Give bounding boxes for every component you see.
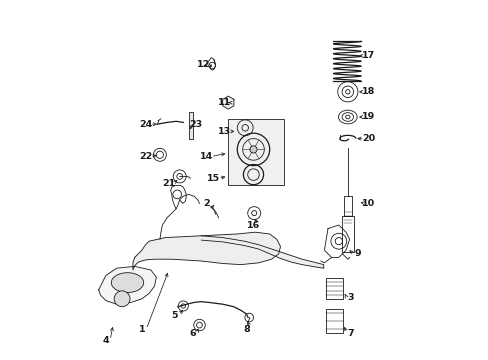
- Ellipse shape: [111, 273, 143, 292]
- Text: 22: 22: [139, 152, 152, 161]
- Text: 24: 24: [139, 120, 152, 129]
- Bar: [325, 278, 342, 299]
- Polygon shape: [222, 96, 233, 109]
- Text: 10: 10: [362, 199, 374, 208]
- Text: 6: 6: [188, 328, 195, 338]
- Text: 2: 2: [203, 199, 209, 208]
- Text: 3: 3: [347, 292, 353, 302]
- Text: 16: 16: [246, 220, 260, 230]
- Text: 9: 9: [354, 249, 361, 258]
- Text: 21: 21: [162, 179, 175, 188]
- Text: 23: 23: [189, 120, 202, 129]
- Polygon shape: [99, 266, 156, 304]
- Text: 8: 8: [243, 325, 249, 334]
- Text: 12: 12: [196, 60, 209, 69]
- Text: 15: 15: [207, 174, 220, 183]
- Text: 14: 14: [200, 152, 213, 161]
- Bar: [228, 119, 284, 185]
- Text: 20: 20: [362, 134, 374, 143]
- Text: 18: 18: [361, 87, 375, 96]
- Polygon shape: [201, 236, 323, 268]
- Bar: [342, 216, 353, 252]
- Text: 13: 13: [218, 127, 231, 136]
- Text: 17: 17: [361, 51, 375, 60]
- Bar: [188, 112, 193, 139]
- Text: 19: 19: [361, 112, 375, 121]
- Text: 1: 1: [138, 325, 145, 334]
- Text: 5: 5: [171, 310, 177, 320]
- Text: 7: 7: [346, 328, 353, 338]
- Text: 11: 11: [218, 98, 231, 107]
- Polygon shape: [133, 232, 280, 270]
- Circle shape: [249, 146, 257, 153]
- Bar: [343, 196, 351, 216]
- Circle shape: [114, 291, 130, 307]
- Text: 4: 4: [102, 336, 109, 345]
- Bar: [325, 309, 342, 333]
